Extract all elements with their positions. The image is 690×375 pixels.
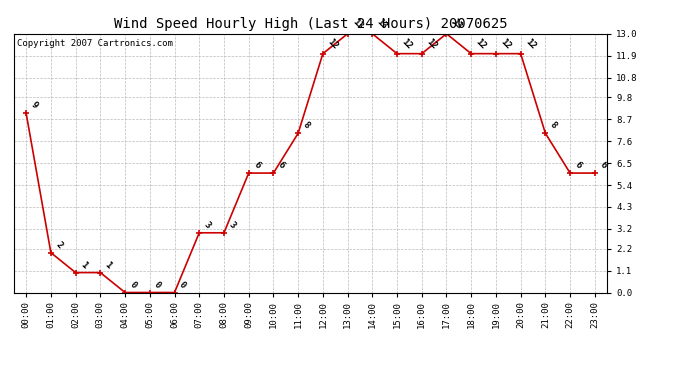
Text: 12: 12 — [524, 37, 538, 51]
Text: 6: 6 — [573, 160, 583, 170]
Text: 6: 6 — [276, 160, 286, 170]
Text: 1: 1 — [79, 260, 88, 270]
Text: Copyright 2007 Cartronics.com: Copyright 2007 Cartronics.com — [17, 39, 172, 48]
Text: 6: 6 — [251, 160, 262, 170]
Text: 12: 12 — [474, 37, 488, 51]
Text: 2: 2 — [54, 240, 64, 250]
Text: 8: 8 — [548, 120, 558, 130]
Text: 9: 9 — [29, 100, 39, 111]
Text: 0: 0 — [128, 279, 138, 290]
Text: 0: 0 — [177, 279, 188, 290]
Text: 0: 0 — [152, 279, 163, 290]
Text: 12: 12 — [424, 37, 439, 51]
Text: 1: 1 — [103, 260, 113, 270]
Text: 8: 8 — [301, 120, 311, 130]
Text: 12: 12 — [400, 37, 414, 51]
Text: 13: 13 — [351, 17, 364, 31]
Text: 3: 3 — [202, 220, 213, 230]
Text: 6: 6 — [598, 160, 608, 170]
Text: 12: 12 — [326, 37, 339, 51]
Text: 12: 12 — [499, 37, 513, 51]
Text: 13: 13 — [375, 17, 389, 31]
Title: Wind Speed Hourly High (Last 24 Hours) 20070625: Wind Speed Hourly High (Last 24 Hours) 2… — [114, 17, 507, 31]
Text: 13: 13 — [449, 17, 463, 31]
Text: 3: 3 — [227, 220, 237, 230]
